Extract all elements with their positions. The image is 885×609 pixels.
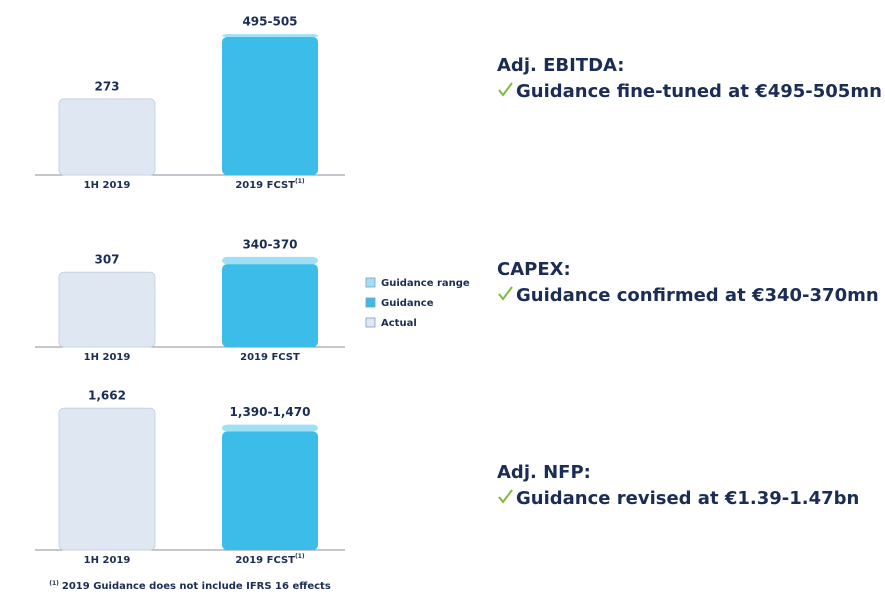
x-tick-label: 2019 FCST(1) [235, 553, 305, 567]
footnote: (1) 2019 Guidance does not include IFRS 1… [49, 580, 331, 593]
category-note: (1) [295, 553, 305, 560]
value-label: 1,662 [88, 389, 126, 403]
legend-label: Guidance range [381, 278, 470, 289]
legend-swatch [365, 297, 376, 308]
legend-label: Guidance [381, 298, 434, 309]
category: 2019 FCST [235, 555, 295, 566]
x-tick-label: 1H 2019 [84, 555, 131, 566]
category: 1H 2019 [84, 352, 131, 363]
category: 1H 2019 [84, 180, 131, 191]
legend-swatch [365, 317, 376, 328]
bar [58, 98, 156, 176]
bar [222, 36, 318, 175]
footnote-text: 2019 Guidance does not include IFRS 16 e… [62, 581, 331, 592]
bar [58, 407, 156, 551]
value-label: 495-505 [242, 15, 297, 29]
bar [222, 424, 318, 432]
category: 1H 2019 [84, 555, 131, 566]
guidance-text: Guidance confirmed at €340-370mn [516, 285, 879, 306]
guidance-text: Guidance revised at €1.39-1.47bn [516, 488, 859, 509]
check-icon [498, 489, 513, 504]
check-icon [498, 82, 513, 97]
heading: Adj. NFP: [497, 462, 591, 483]
category-note: (1) [295, 178, 305, 185]
bar [222, 264, 318, 347]
legend-swatch [365, 277, 376, 288]
bar [58, 271, 156, 348]
bar [222, 256, 318, 265]
category: 2019 FCST [240, 352, 300, 363]
legend-label: Actual [381, 318, 417, 329]
value-label: 307 [94, 253, 119, 267]
value-label: 273 [94, 79, 119, 93]
category: 2019 FCST [235, 180, 295, 191]
x-tick-label: 1H 2019 [84, 180, 131, 191]
value-label: 1,390-1,470 [230, 405, 311, 419]
footnote-mark: (1) [49, 580, 59, 587]
bar [222, 431, 318, 550]
check-icon [498, 286, 513, 301]
bar [222, 34, 318, 37]
x-tick-label: 1H 2019 [84, 352, 131, 363]
heading: CAPEX: [497, 259, 571, 280]
guidance-text: Guidance fine-tuned at €495-505mn [516, 81, 882, 102]
x-tick-label: 2019 FCST(1) [235, 178, 305, 192]
x-tick-label: 2019 FCST [240, 352, 300, 363]
heading: Adj. EBITDA: [497, 55, 625, 76]
value-label: 340-370 [242, 237, 297, 251]
